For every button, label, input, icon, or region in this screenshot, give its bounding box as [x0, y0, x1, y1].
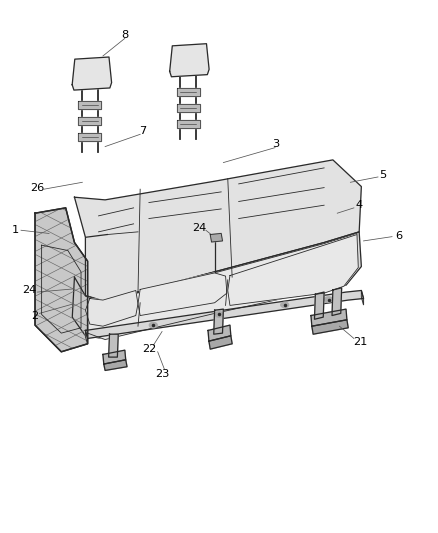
- Polygon shape: [314, 292, 324, 319]
- Text: 21: 21: [353, 337, 367, 347]
- Polygon shape: [332, 288, 342, 316]
- Polygon shape: [210, 233, 223, 242]
- Text: 23: 23: [155, 369, 169, 379]
- Polygon shape: [177, 120, 200, 128]
- Text: 5: 5: [380, 170, 387, 180]
- Text: 22: 22: [142, 344, 156, 354]
- Polygon shape: [177, 104, 200, 112]
- Polygon shape: [85, 330, 88, 344]
- Text: 6: 6: [395, 231, 402, 240]
- Polygon shape: [208, 325, 231, 341]
- Polygon shape: [74, 160, 361, 301]
- Text: 24: 24: [23, 286, 37, 295]
- Ellipse shape: [149, 322, 157, 328]
- Polygon shape: [72, 232, 361, 338]
- Polygon shape: [312, 320, 348, 334]
- Polygon shape: [138, 273, 227, 316]
- Polygon shape: [109, 334, 118, 357]
- Text: 3: 3: [272, 139, 279, 149]
- Polygon shape: [35, 208, 88, 352]
- Polygon shape: [311, 309, 347, 326]
- Ellipse shape: [325, 297, 332, 302]
- Polygon shape: [78, 117, 101, 125]
- Text: 8: 8: [121, 30, 128, 39]
- Ellipse shape: [281, 302, 289, 308]
- Text: 2: 2: [32, 311, 39, 320]
- Polygon shape: [78, 101, 101, 109]
- Polygon shape: [209, 336, 232, 349]
- Polygon shape: [361, 290, 364, 305]
- Text: 24: 24: [192, 223, 206, 233]
- Text: 7: 7: [139, 126, 146, 135]
- Text: 1: 1: [12, 225, 19, 235]
- Text: 4: 4: [356, 200, 363, 210]
- Ellipse shape: [215, 312, 223, 317]
- Polygon shape: [88, 233, 358, 340]
- Polygon shape: [78, 133, 101, 141]
- Polygon shape: [228, 235, 358, 305]
- Polygon shape: [103, 350, 126, 364]
- Polygon shape: [214, 309, 223, 334]
- Polygon shape: [85, 290, 364, 338]
- Polygon shape: [85, 290, 138, 326]
- Polygon shape: [170, 44, 209, 77]
- Polygon shape: [177, 88, 200, 96]
- Polygon shape: [104, 360, 127, 370]
- Polygon shape: [35, 208, 88, 352]
- Polygon shape: [72, 57, 112, 90]
- Text: 26: 26: [30, 183, 44, 192]
